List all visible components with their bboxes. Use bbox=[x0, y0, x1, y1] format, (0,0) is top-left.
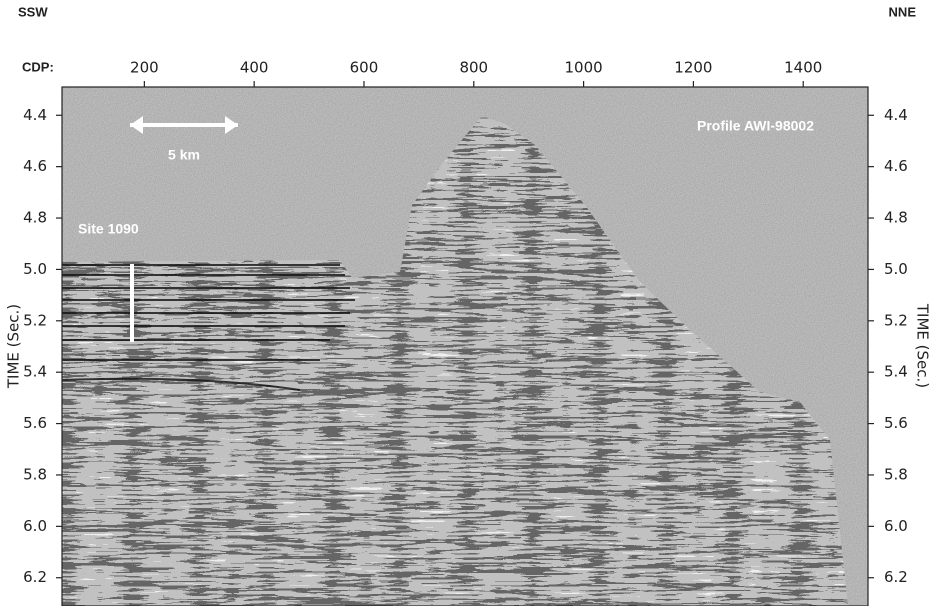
figure: SSW NNE CDP: TIME (Sec.) TIME (Sec.) 5 k… bbox=[0, 0, 934, 606]
y-tick-label: 4.6 bbox=[884, 157, 908, 175]
y-tick-label: 5.2 bbox=[23, 311, 47, 329]
y-tick-label: 5.6 bbox=[23, 414, 47, 432]
y-tick-label: 5.6 bbox=[884, 414, 908, 432]
y-tick-label: 6.2 bbox=[884, 568, 908, 586]
y-tick-label: 4.8 bbox=[23, 209, 47, 227]
site-label: Site 1090 bbox=[78, 221, 139, 237]
y-tick-label: 4.4 bbox=[884, 106, 908, 124]
y-tick-label: 5.8 bbox=[23, 465, 47, 483]
direction-label: NNE bbox=[889, 4, 917, 19]
y-tick-label: 5.8 bbox=[884, 465, 908, 483]
y-tick-label: 4.8 bbox=[884, 209, 908, 227]
x-tick-label: 400 bbox=[240, 59, 269, 77]
y-tick-label: 6.0 bbox=[23, 517, 47, 535]
x-tick-label: 1400 bbox=[784, 59, 822, 77]
y-tick-label: 5.4 bbox=[884, 363, 908, 381]
y-tick-label: 5.2 bbox=[884, 311, 908, 329]
y-tick-label: 4.6 bbox=[23, 157, 47, 175]
scale-label: 5 km bbox=[168, 147, 200, 163]
x-tick-label: 800 bbox=[459, 59, 488, 77]
x-tick-label: 1000 bbox=[565, 59, 603, 77]
direction-label: SSW bbox=[18, 4, 48, 19]
y-tick-label: 5.0 bbox=[884, 260, 908, 278]
y-axis-label: TIME (Sec.) bbox=[914, 303, 932, 388]
y-tick-label: 6.2 bbox=[23, 568, 47, 586]
y-tick-label: 5.4 bbox=[23, 363, 47, 381]
x-tick-label: 200 bbox=[130, 59, 159, 77]
x-axis-label: CDP: bbox=[22, 59, 54, 74]
y-axis-label: TIME (Sec.) bbox=[5, 304, 23, 389]
y-tick-label: 6.0 bbox=[884, 517, 908, 535]
y-tick-label: 4.4 bbox=[23, 106, 47, 124]
y-tick-label: 5.0 bbox=[23, 260, 47, 278]
x-tick-label: 1200 bbox=[674, 59, 712, 77]
profile-label: Profile AWI-98002 bbox=[697, 118, 814, 134]
x-tick-label: 600 bbox=[350, 59, 379, 77]
